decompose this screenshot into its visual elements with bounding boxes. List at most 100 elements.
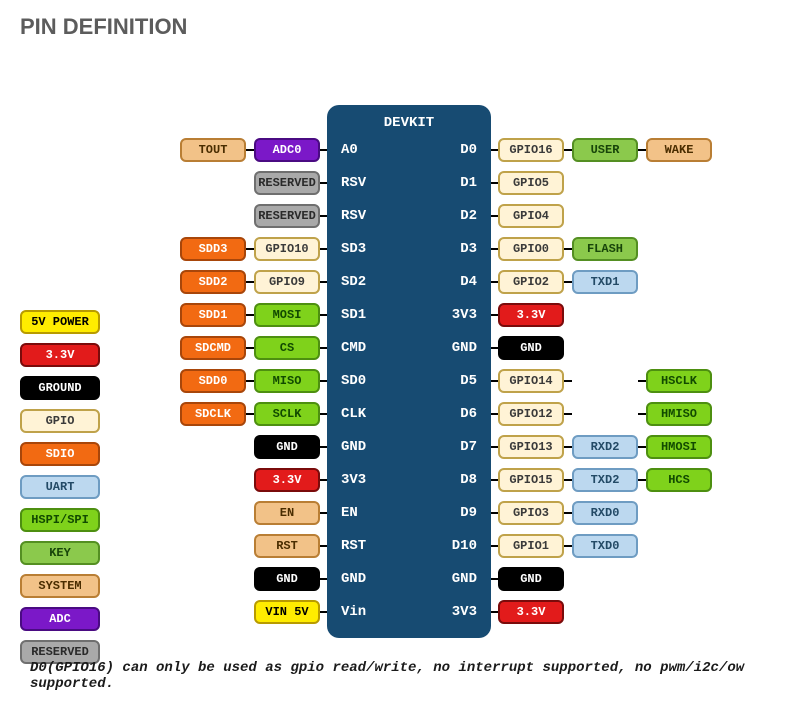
pin-label-left-10: 3V3 — [341, 472, 366, 488]
connector-line — [246, 380, 254, 382]
tag-left-8-1: SDCLK — [180, 402, 246, 426]
connector-line — [320, 413, 327, 415]
pin-label-left-7: SD0 — [341, 373, 366, 389]
connector-line — [491, 314, 498, 316]
legend-gpio: GPIO — [20, 409, 100, 433]
connector-line — [320, 512, 327, 514]
legend-power5v: 5V POWER — [20, 310, 100, 334]
tag-right-12-1: TXD0 — [572, 534, 638, 558]
connector-line — [246, 149, 254, 151]
connector-line — [320, 380, 327, 382]
tag-right-6-0: GND — [498, 336, 564, 360]
tag-left-0-0: ADC0 — [254, 138, 320, 162]
connector-line — [564, 413, 572, 415]
pin-label-left-3: SD3 — [341, 241, 366, 257]
connector-line — [246, 347, 254, 349]
tag-right-14-0: 3.3V — [498, 600, 564, 624]
connector-line — [564, 248, 572, 250]
connector-line — [320, 182, 327, 184]
tag-left-2-0: RESERVED — [254, 204, 320, 228]
tag-right-13-0: GND — [498, 567, 564, 591]
pin-label-right-12: D10 — [452, 538, 477, 554]
connector-line — [320, 479, 327, 481]
tag-right-9-1: RXD2 — [572, 435, 638, 459]
tag-right-9-0: GPIO13 — [498, 435, 564, 459]
chip-title: DEVKIT — [327, 115, 491, 131]
pin-label-right-10: D8 — [460, 472, 477, 488]
connector-line — [564, 149, 572, 151]
connector-line — [564, 380, 572, 382]
connector-line — [638, 380, 646, 382]
pin-label-right-6: GND — [452, 340, 477, 356]
tag-left-0-1: TOUT — [180, 138, 246, 162]
tag-right-3-1: FLASH — [572, 237, 638, 261]
pin-label-right-13: GND — [452, 571, 477, 587]
connector-line — [491, 545, 498, 547]
connector-line — [246, 248, 254, 250]
pin-label-left-12: RST — [341, 538, 366, 554]
tag-left-5-1: SDD1 — [180, 303, 246, 327]
connector-line — [564, 446, 572, 448]
connector-line — [564, 281, 572, 283]
pin-label-left-0: A0 — [341, 142, 358, 158]
tag-left-6-1: SDCMD — [180, 336, 246, 360]
connector-line — [246, 281, 254, 283]
pin-label-right-3: D3 — [460, 241, 477, 257]
pin-label-right-7: D5 — [460, 373, 477, 389]
tag-right-10-1: TXD2 — [572, 468, 638, 492]
connector-line — [491, 512, 498, 514]
tag-right-3-0: GPIO0 — [498, 237, 564, 261]
tag-right-0-2: WAKE — [646, 138, 712, 162]
tag-left-5-0: MOSI — [254, 303, 320, 327]
legend-hspi: HSPI/SPI — [20, 508, 100, 532]
connector-line — [564, 545, 572, 547]
tag-right-11-1: RXD0 — [572, 501, 638, 525]
pin-label-left-8: CLK — [341, 406, 366, 422]
pin-label-right-8: D6 — [460, 406, 477, 422]
connector-line — [491, 182, 498, 184]
connector-line — [246, 314, 254, 316]
legend-sdio: SDIO — [20, 442, 100, 466]
legend-v33: 3.3V — [20, 343, 100, 367]
tag-right-5-0: 3.3V — [498, 303, 564, 327]
connector-line — [320, 578, 327, 580]
pin-label-right-2: D2 — [460, 208, 477, 224]
tag-left-12-0: RST — [254, 534, 320, 558]
tag-right-4-1: TXD1 — [572, 270, 638, 294]
pin-label-left-2: RSV — [341, 208, 366, 224]
tag-right-7-0: GPIO14 — [498, 369, 564, 393]
connector-line — [564, 479, 572, 481]
pin-label-left-9: GND — [341, 439, 366, 455]
pin-label-left-14: Vin — [341, 604, 366, 620]
pin-label-right-14: 3V3 — [452, 604, 477, 620]
connector-line — [246, 413, 254, 415]
legend-adc: ADC — [20, 607, 100, 631]
pin-label-right-11: D9 — [460, 505, 477, 521]
connector-line — [491, 479, 498, 481]
connector-line — [491, 149, 498, 151]
tag-left-1-0: RESERVED — [254, 171, 320, 195]
connector-line — [491, 578, 498, 580]
connector-line — [638, 413, 646, 415]
pin-label-left-11: EN — [341, 505, 358, 521]
connector-line — [491, 380, 498, 382]
tag-left-7-1: SDD0 — [180, 369, 246, 393]
tag-left-9-0: GND — [254, 435, 320, 459]
tag-right-0-0: GPIO16 — [498, 138, 564, 162]
connector-line — [320, 611, 327, 613]
tag-right-9-2: HMOSI — [646, 435, 712, 459]
tag-right-1-0: GPIO5 — [498, 171, 564, 195]
connector-line — [638, 479, 646, 481]
tag-right-12-0: GPIO1 — [498, 534, 564, 558]
legend-ground: GROUND — [20, 376, 100, 400]
tag-right-7-1: HSCLK — [646, 369, 712, 393]
connector-line — [320, 248, 327, 250]
legend-uart: UART — [20, 475, 100, 499]
tag-right-4-0: GPIO2 — [498, 270, 564, 294]
tag-left-6-0: CS — [254, 336, 320, 360]
tag-left-4-0: GPIO9 — [254, 270, 320, 294]
connector-line — [320, 545, 327, 547]
tag-right-8-1: HMISO — [646, 402, 712, 426]
tag-left-10-0: 3.3V — [254, 468, 320, 492]
tag-right-2-0: GPIO4 — [498, 204, 564, 228]
